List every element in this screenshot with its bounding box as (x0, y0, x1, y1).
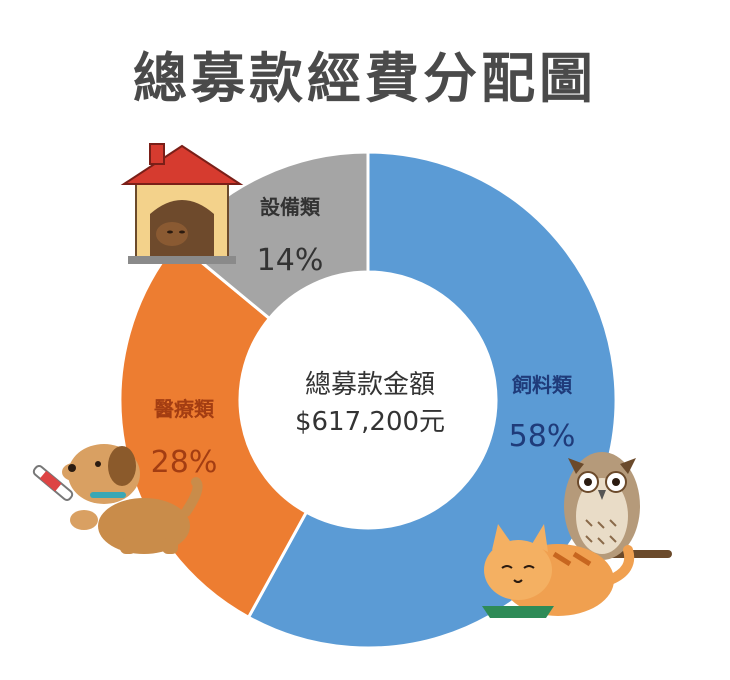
slice-label-value-2: 28% (151, 445, 218, 480)
doghouse-illustration (120, 143, 244, 264)
owl-on-branch-illustration (564, 452, 672, 560)
slice-label-name-2: 醫療類 (154, 397, 215, 421)
slice-label-name-1: 飼料類 (511, 373, 573, 397)
slice-1 (246, 150, 618, 650)
center-value: $617,200元 (295, 407, 445, 437)
slice-labels: 飼料類 58% 醫療類 28% 設備類 14% (151, 195, 576, 480)
slice-label-value-3: 14% (257, 243, 324, 278)
dog-with-syringe-illustration (32, 444, 203, 554)
slice-label-value-1: 58% (509, 419, 576, 454)
chart-title: 總募款經費分配圖 (133, 47, 597, 110)
cat-eating-illustration (482, 524, 635, 618)
slice-label-name-3: 設備類 (260, 195, 321, 219)
center-label: 總募款金額 (305, 370, 435, 400)
